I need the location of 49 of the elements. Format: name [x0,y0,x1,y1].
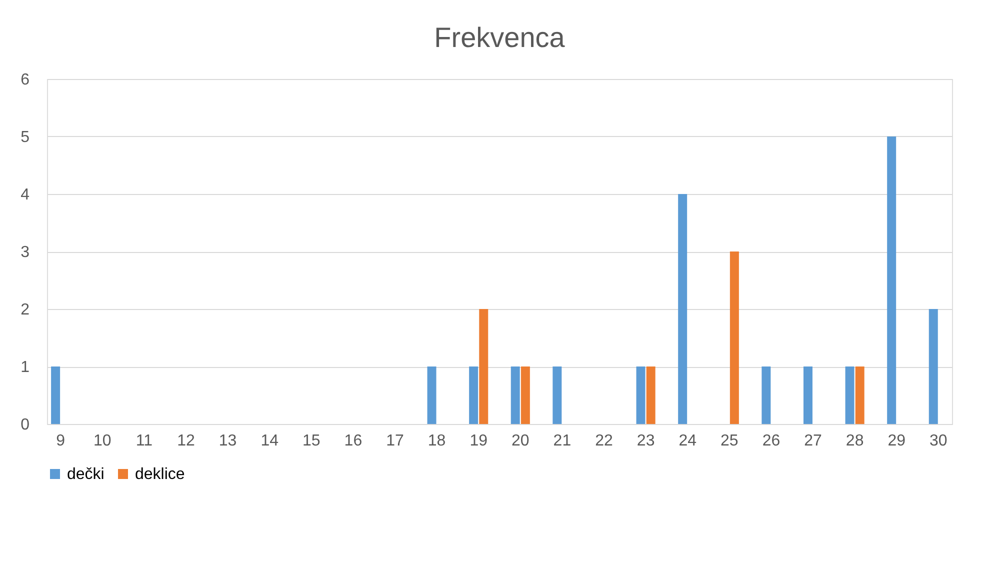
x-tick-label: 22 [595,432,614,450]
y-tick-label: 5 [20,129,30,146]
x-tick-label: 16 [344,432,362,450]
bar [762,366,771,424]
x-tick-label: 9 [56,432,66,450]
x-tick-label: 14 [260,432,279,450]
x-tick-label: 30 [930,432,948,450]
y-tick-label: 0 [20,416,30,434]
legend-label: dečki [67,466,104,483]
x-tick-label: 27 [804,432,822,450]
bar [928,309,938,424]
x-tick-label: 23 [636,432,655,450]
bar [678,194,688,424]
bar [520,366,530,424]
x-tick-label: 15 [302,432,320,450]
x-tick-label: 10 [93,432,112,450]
x-tick-label: 13 [218,432,237,450]
y-tick-label: 4 [20,186,30,204]
x-tick-label: 18 [428,432,446,450]
bar [887,136,896,424]
x-tick-label: 28 [846,432,864,450]
y-tick-label: 3 [20,244,30,261]
bar [646,366,656,424]
y-tick-label: 2 [20,302,30,318]
bar [427,366,436,424]
x-tick-label: 20 [512,432,530,450]
bar [469,366,478,424]
x-tick-label: 17 [386,432,404,450]
x-tick-label: 21 [553,432,572,450]
x-tick-label: 29 [888,432,906,450]
bar [855,366,864,424]
chart-title: Frekvenca [434,22,566,53]
y-tick-label: 1 [20,359,30,376]
y-tick-label: 6 [20,72,30,88]
x-tick-label: 24 [678,432,697,450]
x-tick-label: 11 [136,432,153,450]
legend-label: deklice [135,466,185,483]
bar [510,366,520,424]
bar [636,366,646,424]
x-tick-label: 19 [470,432,488,450]
bar [730,252,739,424]
bar [552,366,562,424]
bar [479,309,488,424]
bar [51,366,60,424]
x-tick-label: 26 [762,432,780,450]
bar [845,366,854,424]
x-tick-label: 12 [177,432,195,450]
x-tick-label: 25 [720,432,738,450]
bar [803,366,812,424]
